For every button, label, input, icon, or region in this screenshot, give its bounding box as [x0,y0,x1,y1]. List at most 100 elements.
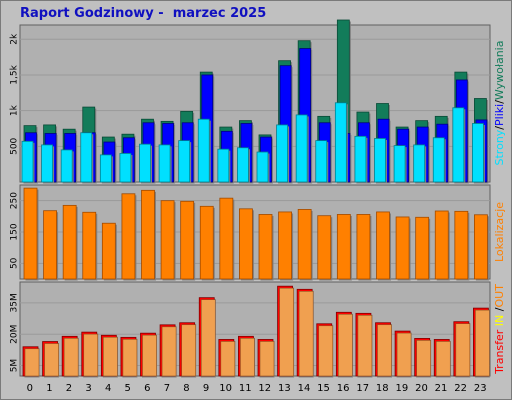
bar-strony [21,140,34,183]
legend-lokalizacje: Lokalizacje [493,202,506,262]
bar-transfer-out [338,313,353,377]
report-title: Raport Godzinowy - marzec 2025 [20,6,267,21]
x-tick-label: 1 [46,383,52,394]
bar-lokalizacje [395,216,410,280]
x-tick-label: 10 [219,383,232,394]
x-tick-label: 13 [278,383,291,394]
bar-lokalizacje [219,197,234,280]
bar-transfer-out [24,348,40,377]
y-tick-label: 500 [10,137,20,154]
bar-lokalizacje [258,214,273,280]
bar-strony [119,153,132,183]
y-tick-label: 1k [10,104,20,116]
panel-hits [19,24,491,183]
bar-lokalizacje [101,222,116,280]
bar-transfer-out [377,324,392,377]
bar-lokalizacje [180,200,195,280]
x-tick-label: 2 [66,383,72,394]
bar-strony [237,147,249,183]
bar-lokalizacje [23,187,38,280]
y-tick-label: 5M [10,359,20,373]
bar-strony [354,135,367,183]
bar-lokalizacje [415,216,430,280]
bar-transfer-out [142,334,157,377]
bar-transfer-out [475,309,490,377]
side-legend-transfer: Transfer IN /OUT [493,284,506,375]
bar-strony [99,154,112,183]
y-tick-label: 250 [10,192,20,209]
bar-strony [393,145,406,183]
x-tick-label: 3 [85,383,91,394]
bar-lokalizacje [376,211,390,280]
bar-lokalizacje [474,214,488,280]
bar-strony [452,107,465,183]
bar-strony [60,149,73,183]
bar-transfer-out [63,338,79,377]
bar-transfer-out [240,338,255,377]
bar-lokalizacje [160,200,175,280]
bar-strony [374,138,386,183]
x-tick-label: 5 [125,383,131,394]
y-tick-label: 1,5k [10,64,20,84]
bar-strony [41,144,53,183]
bar-strony [334,102,347,183]
bar-lokalizacje [239,208,253,280]
bar-transfer-out [44,343,59,377]
x-tick-label: 7 [164,383,170,394]
x-tick-label: 15 [317,383,330,394]
bar-strony [413,144,426,183]
bar-lokalizacje [43,210,57,280]
bar-transfer-out [83,333,99,377]
y-tick-label: 20M [10,325,20,344]
bar-strony [158,144,171,183]
bar-strony [139,143,151,183]
legend-transfer: Transfer [493,329,506,375]
x-tick-label: 14 [298,383,311,394]
x-tick-label: 12 [258,383,271,394]
side-legend: Strony/Pliki/Wywołania [493,41,506,166]
bar-strony [197,118,210,183]
panel-transfer [19,281,491,377]
bar-transfer-out [161,326,177,377]
side-legend: Lokalizacje [493,202,506,262]
bar-lokalizacje [317,215,332,280]
bar-transfer-out [318,325,334,377]
bar-lokalizacje [336,214,351,280]
legend-separator: / [493,126,506,130]
bar-transfer-out [435,341,451,377]
bar-lokalizacje [82,211,97,280]
y-tick-label: 150 [10,223,20,240]
bar-transfer-out [259,341,275,377]
bar-strony [276,124,288,183]
x-tick-label: 9 [203,383,209,394]
x-tick-label: 4 [105,383,111,394]
x-tick-label: 18 [376,383,389,394]
bar-strony [295,114,308,183]
y-tick-label: 50 [10,257,20,269]
bar-strony [256,151,269,183]
bar-strony [315,140,328,183]
bar-lokalizacje [434,210,449,280]
legend-pliki: Pliki [493,104,506,126]
chart-panels [19,24,491,377]
bar-strony [178,140,191,183]
legend-separator: / [493,100,506,104]
y-tick-label: 35M [10,293,20,312]
bar-strony [217,148,230,183]
legend-separator: / [493,307,506,314]
x-tick-label: 17 [356,383,369,394]
bar-lokalizacje [62,204,77,280]
x-tick-label: 8 [183,383,189,394]
bar-strony [80,132,93,183]
x-tick-label: 0 [27,383,33,394]
x-tick-label: 20 [415,383,428,394]
bar-transfer-out [396,332,412,377]
legend-strony: Strony [493,129,506,165]
x-tick-label: 19 [396,383,409,394]
chart-bars [21,19,490,378]
x-tick-label: 22 [454,383,467,394]
y-tick-label: 2k [10,33,20,45]
bar-lokalizacje [141,189,155,280]
